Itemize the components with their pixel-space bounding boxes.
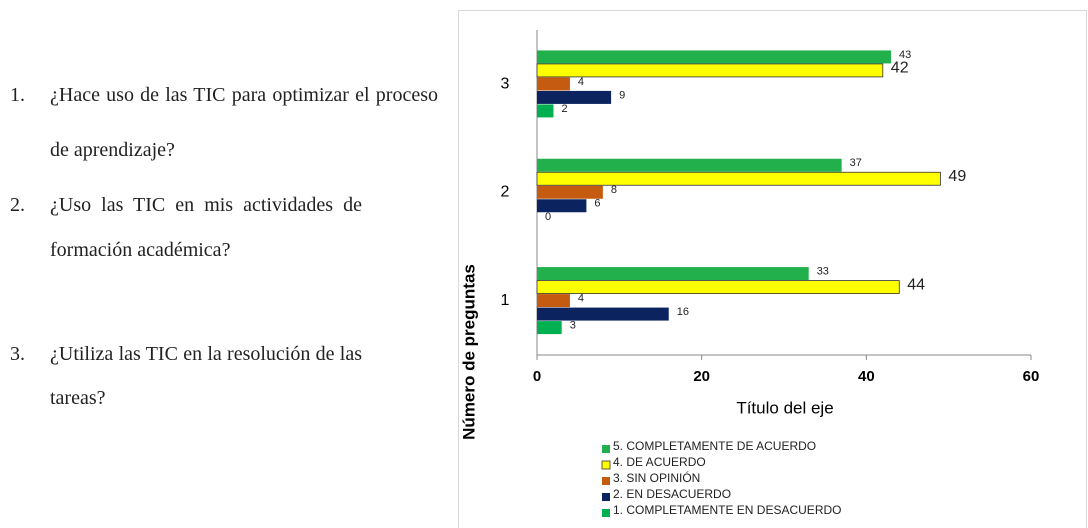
bar [537,90,612,104]
data-label: 49 [948,168,966,185]
data-label: 6 [594,198,600,210]
x-tick-label: 0 [533,368,541,385]
bar [537,307,669,321]
data-label: 43 [899,49,911,61]
bar [537,294,570,308]
legend-label: 5. COMPLETAMENTE DE ACUERDO [613,439,816,453]
y-tick-label: 2 [501,184,510,201]
bar [536,171,941,186]
legend-marker [602,493,610,501]
data-label: 4 [578,76,584,88]
question-number: 3. [10,343,25,365]
data-label: 0 [545,211,551,223]
question-number: 1. [10,84,25,106]
x-tick-label: 20 [693,368,710,385]
data-label: 33 [817,265,829,277]
bar [537,50,892,64]
bar [537,267,809,281]
x-tick-label: 40 [858,368,875,385]
legend-label: 2. EN DESACUERDO [613,487,731,501]
question-text: ¿Hace uso de las TIC para optimizar el p… [50,84,438,161]
data-label: 9 [619,89,625,101]
x-axis-title: Título del eje [736,398,833,417]
question-text: ¿Utiliza las TIC en la resolución de las… [50,343,362,409]
question-number: 2. [10,194,25,216]
legend-marker [602,509,610,517]
bar [537,158,842,172]
bar [537,185,603,199]
data-label: 44 [907,276,925,293]
data-label: 2 [561,103,567,115]
y-tick-label: 1 [501,292,510,309]
data-label: 16 [677,306,689,318]
legend-marker [601,460,611,470]
x-tick-label: 60 [1023,368,1040,385]
y-axis-title: Número de preguntas [459,264,478,440]
legend-label: 1. COMPLETAMENTE EN DESACUERDO [613,503,841,517]
bar [537,199,587,213]
bar [537,321,562,335]
legend-label: 4. DE ACUERDO [613,455,706,469]
legend-marker [602,445,610,453]
bar [536,280,900,294]
y-tick-label: 3 [501,75,510,92]
bar [536,63,884,78]
data-label: 37 [850,157,862,169]
bar [537,104,554,118]
legend-label: 3. SIN OPINIÓN [613,470,700,485]
legend-marker [602,477,610,485]
data-label: 8 [611,184,617,196]
chart-border [458,10,1087,528]
data-label: 4 [578,292,584,304]
data-label: 3 [570,319,576,331]
question-text: ¿Uso las TIC en mis actividades de forma… [50,194,362,261]
bar [537,77,570,91]
data-label: 42 [891,60,909,77]
